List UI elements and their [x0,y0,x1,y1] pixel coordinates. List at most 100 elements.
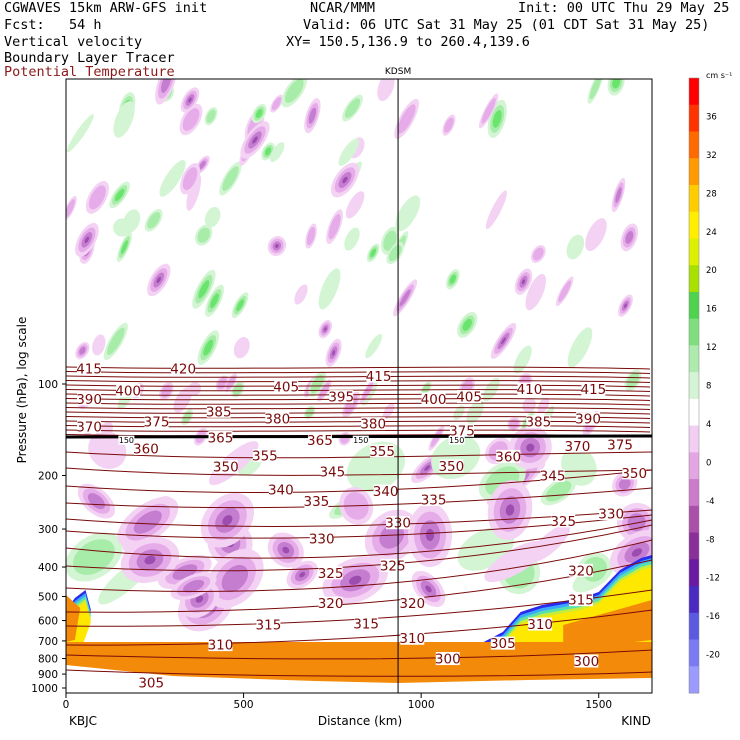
theta-contour [66,649,652,660]
init-time: Init: 00 UTC Thu 29 May 25 [518,0,730,16]
theta-label: 325 [318,566,344,582]
vertical-velocity-cell [197,227,211,243]
vertical-velocity-cell [66,199,76,218]
theta-label-bg [77,392,102,406]
vertical-velocity-cell [377,79,395,102]
vertical-velocity-cell [545,480,572,502]
theta-contour [66,371,651,374]
vertical-velocity-cell [344,227,360,251]
theta-label: 310 [208,638,234,654]
vertical-velocity-cell [624,303,627,308]
vertical-velocity-cell [306,226,316,246]
colorbar-unit: cm s⁻¹ [706,71,732,80]
theta-label: 415 [76,362,102,378]
vertical-velocity-cell [397,104,416,134]
theta-label: 330 [598,507,624,523]
colorbar-label: 28 [706,189,717,199]
theta-label: 380 [264,412,290,428]
theta-label: 375 [449,423,475,439]
theta-label: 415 [366,369,392,385]
colorbar-label: -4 [706,497,714,507]
model-title: CGWAVES 15km ARW-GFS init [4,0,208,16]
theta-label: 375 [144,415,170,431]
vertical-velocity-cell [182,108,200,131]
vertical-velocity-cell [522,397,536,413]
colorbar-label: -12 [706,574,720,584]
theta-label-bg [622,466,647,480]
theta-label: 375 [607,437,633,453]
theta-label-bg [268,482,293,496]
theta-label-bg [490,636,515,650]
theta-label-bg [599,507,624,521]
theta-label: 150 [119,436,134,445]
colorbar-swatch [689,131,699,159]
theta-label: 305 [138,676,164,692]
y-tick-label: 300 [38,524,58,536]
vertical-velocity-cell [203,339,214,356]
theta-label-bg [526,415,551,429]
vertical-velocity-cell [264,147,272,156]
colorbar-swatch [689,452,699,480]
vertical-velocity-cell [365,334,382,359]
plot-frame [65,78,653,694]
vertical-velocity-cell [113,218,131,237]
theta-label: 405 [456,390,482,406]
vertical-velocity-cell [344,98,361,118]
y-tick-label: 1000 [31,683,58,695]
vertical-velocity-cell [558,280,572,303]
theta-label-bg [574,654,599,668]
vertical-velocity-cell [425,585,432,593]
vertical-velocity-cell [615,187,622,203]
vertical-velocity-cell [161,79,172,93]
vertical-velocity-cell [625,230,634,244]
theta-label-bg [439,459,464,473]
theta-label: 350 [213,460,239,476]
vertical-velocity-cell [186,173,202,211]
vertical-velocity-cell [485,190,507,230]
theta-contour [66,524,652,572]
theta-label: 405 [273,380,299,396]
colorbar-label: 4 [706,420,711,430]
field-vertical-velocity: Vertical velocity [4,34,143,50]
vertical-velocity-cell [308,107,317,124]
vertical-velocity-cell [114,188,125,202]
tracer-orange-west [66,595,81,642]
vertical-velocity-cell [161,384,172,398]
vertical-velocity-cell [271,97,282,111]
colorbar-label: 24 [706,228,717,238]
valid-time: Valid: 06 UTC Sat 31 May 25 (01 CDT Sat … [303,17,710,33]
vertical-velocity-cell [631,548,643,557]
vertical-velocity-cell [449,274,456,284]
vertical-velocity-cell [188,97,192,103]
colorbar-swatch [689,158,699,186]
theta-label-bg [171,362,196,376]
theta-label: 350 [621,466,647,482]
colorbar-label: 20 [706,266,717,276]
theta-contour [66,669,652,677]
y-tick-label: 200 [38,471,58,483]
colorbar-label: 36 [706,112,717,122]
colorbar-swatch [689,291,699,320]
vertical-velocity-cell [361,382,374,401]
vertical-velocity-cell [73,539,115,575]
theta-label-bg [352,435,369,445]
vertical-velocity-cell [172,564,198,580]
vertical-velocity-cell [589,79,602,100]
theta-label-bg [354,617,379,631]
theta-label-bg [144,415,169,429]
theta-label-bg [370,444,395,458]
colorbar-swatch [689,78,699,106]
vertical-velocity-cell [84,236,90,244]
plot-content: 415 420 415 400 405 395 400 405 410 415 390 385 380 3… [66,79,652,693]
theta-label-bg [252,449,277,463]
station-marker-label: KDSM [385,67,411,77]
vertical-velocity-cell [430,428,443,448]
theta-label-bg [565,439,590,453]
vertical-velocity-cell [252,136,258,144]
theta-contour [66,420,651,424]
x-tick-label: 0 [63,699,70,711]
theta-contour [66,407,651,410]
theta-label-bg [304,494,329,508]
colorbar-swatch [689,612,699,641]
